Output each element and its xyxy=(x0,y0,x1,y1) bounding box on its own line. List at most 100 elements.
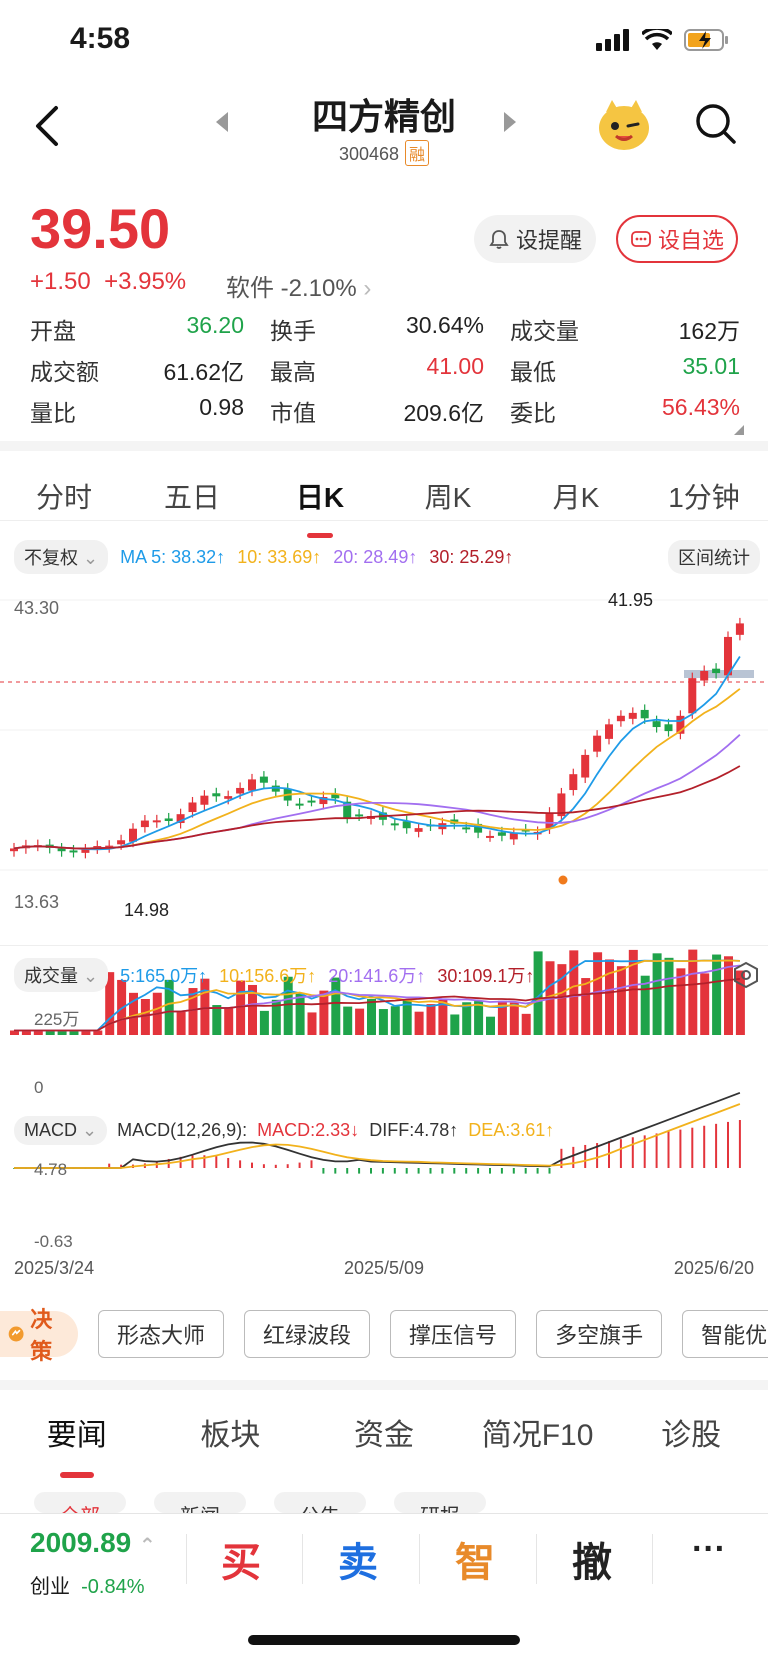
index-value: 2009.89 xyxy=(30,1527,132,1558)
stat-label: 市值 xyxy=(270,399,316,426)
chart-mark-139 xyxy=(69,1030,79,1035)
sell-button[interactable]: 卖 xyxy=(338,1541,378,1585)
stock-name: 四方精创 xyxy=(311,96,456,137)
next-stock-icon[interactable] xyxy=(502,110,518,134)
chart-mark-106 xyxy=(605,724,613,739)
news-tab-1[interactable]: 板块 xyxy=(200,1419,261,1452)
chart-mark-190 xyxy=(676,968,686,1035)
index-value-row[interactable]: 2009.89 ⌃ xyxy=(30,1527,156,1559)
tool-button-1[interactable]: 红绿波段 xyxy=(244,1310,371,1358)
ma-legend: 不复权 ⌄ MA 5: 38.32↑ 10: 33.69↑ 20: 28.49↑… xyxy=(14,540,760,574)
chart-mark-124 xyxy=(712,668,721,674)
news-sub-tab-0[interactable]: 全部 xyxy=(34,1492,126,1513)
range-stats-button[interactable]: 区间统计 xyxy=(668,540,760,574)
sector-name: 软件 xyxy=(226,275,274,302)
tool-label: 多空旗手 xyxy=(555,1323,644,1348)
stat-label: 最高 xyxy=(270,358,316,385)
diff-value: DIFF:4.78↑ xyxy=(369,1120,459,1140)
stock-charts[interactable] xyxy=(0,580,768,1280)
macd-select[interactable]: MACD ⌄ xyxy=(14,1116,108,1145)
wifi-icon xyxy=(642,29,672,50)
cancel-order-button[interactable]: 撤 xyxy=(572,1541,612,1585)
search-icon[interactable] xyxy=(694,102,738,146)
adjust-select[interactable]: 不复权 ⌄ xyxy=(14,540,109,574)
sector-link[interactable]: 软件 -2.10% › xyxy=(226,268,371,303)
chart-mark-42 xyxy=(224,796,233,799)
chart-mark-180 xyxy=(557,964,567,1035)
news-tab-4[interactable]: 诊股 xyxy=(661,1419,722,1452)
prev-stock-icon[interactable] xyxy=(214,110,230,134)
add-watchlist-button[interactable]: 设自选 xyxy=(616,215,738,263)
stat-label: 成交量 xyxy=(510,317,579,344)
tab-3[interactable]: 周K xyxy=(424,482,472,513)
chart-mark-166 xyxy=(390,1006,400,1035)
vol20-value: 20:141.6万↑ xyxy=(328,966,426,986)
chart-mark-187 xyxy=(640,975,650,1035)
tab-0[interactable]: 分时 xyxy=(35,482,92,513)
news-sub-tab-1[interactable]: 新闻 xyxy=(154,1492,246,1513)
bell-icon xyxy=(489,230,509,249)
tab-1[interactable]: 五日 xyxy=(163,482,220,513)
news-tab-3[interactable]: 简况F10 xyxy=(481,1419,594,1452)
stat-value: 30.64% xyxy=(405,311,484,338)
chart-mark-131 xyxy=(13,734,741,850)
stat-value: 162万 xyxy=(678,317,740,344)
buy-button[interactable]: 买 xyxy=(221,1541,261,1585)
tool-button-0[interactable]: 形态大师 xyxy=(98,1310,225,1358)
chart-mark-56 xyxy=(307,800,316,803)
section-divider xyxy=(0,441,768,451)
chart-mark-28 xyxy=(140,820,149,828)
chart-mark-44 xyxy=(236,787,245,794)
chart-mark-128 xyxy=(735,623,744,635)
news-sub-tab-3[interactable]: 研报 xyxy=(394,1492,486,1513)
more-button[interactable]: ··· xyxy=(692,1530,726,1568)
news-sub-tab-2[interactable]: 公告 xyxy=(274,1492,366,1513)
chart-mark-32 xyxy=(164,818,173,822)
chart-mark-38 xyxy=(200,795,209,805)
news-tab-0[interactable]: 要闻 xyxy=(0,1410,154,1478)
mascot-icon[interactable] xyxy=(596,98,652,152)
chart-mark-156 xyxy=(271,999,281,1035)
chart-mark-191 xyxy=(688,949,698,1035)
chart-mark-24 xyxy=(117,840,126,845)
chart-mark-165 xyxy=(378,1009,388,1035)
bar-sep xyxy=(536,1534,537,1584)
tool-button-2[interactable]: 撑压信号 xyxy=(390,1310,517,1358)
chart-mark-158 xyxy=(295,993,305,1035)
tool-button-3[interactable]: 多空旗手 xyxy=(536,1310,663,1358)
chart-mark-168 xyxy=(414,1011,424,1035)
chart-mark-48 xyxy=(259,776,268,783)
expand-corner-icon[interactable] xyxy=(734,425,744,435)
chart-mark-36 xyxy=(188,802,197,813)
tab-5[interactable]: 1分钟 xyxy=(668,482,740,513)
chart-mark-22 xyxy=(105,845,114,848)
smart-trade-button[interactable]: 智 xyxy=(455,1541,495,1585)
chart-mark-162 xyxy=(343,1006,353,1035)
bar-sep xyxy=(302,1534,303,1584)
tab-4[interactable]: 月K xyxy=(552,482,600,513)
news-tab-2[interactable]: 资金 xyxy=(353,1419,414,1452)
decision-badge[interactable]: 决策 xyxy=(0,1307,79,1364)
settings-hex-icon[interactable] xyxy=(732,961,760,989)
period-tabs: 分时 五日 日K 周K 月K 1分钟 xyxy=(0,466,768,538)
stat-value: 35.01 xyxy=(682,352,740,379)
stat-label: 开盘 xyxy=(30,317,76,344)
volume-select[interactable]: 成交量 ⌄ xyxy=(14,958,109,992)
stats-row: 开盘 36.20 换手 30.64% 成交量 162万 xyxy=(30,308,740,349)
chart-mark-20 xyxy=(93,846,102,849)
date-mid: 2025/5/09 xyxy=(343,1258,425,1278)
tool-label: 智能优 xyxy=(701,1323,768,1348)
stat-cell: 换手 30.64% xyxy=(270,312,510,346)
set-alert-button[interactable]: 设提醒 xyxy=(474,215,596,263)
ma30-value: 30: 25.29↑ xyxy=(429,546,514,567)
chart-mark-84 xyxy=(474,823,483,833)
chart-mark-152 xyxy=(224,1007,234,1035)
chart-mark-64 xyxy=(355,814,364,817)
tab-2[interactable]: 日K xyxy=(256,476,384,538)
stat-label: 成交额 xyxy=(30,358,99,385)
chart-mark-74 xyxy=(414,828,423,832)
chart-mark-82 xyxy=(462,827,471,830)
back-icon[interactable] xyxy=(28,102,68,150)
set-alert-label: 设提醒 xyxy=(515,228,582,253)
tool-button-4[interactable]: 智能优 xyxy=(682,1310,768,1358)
